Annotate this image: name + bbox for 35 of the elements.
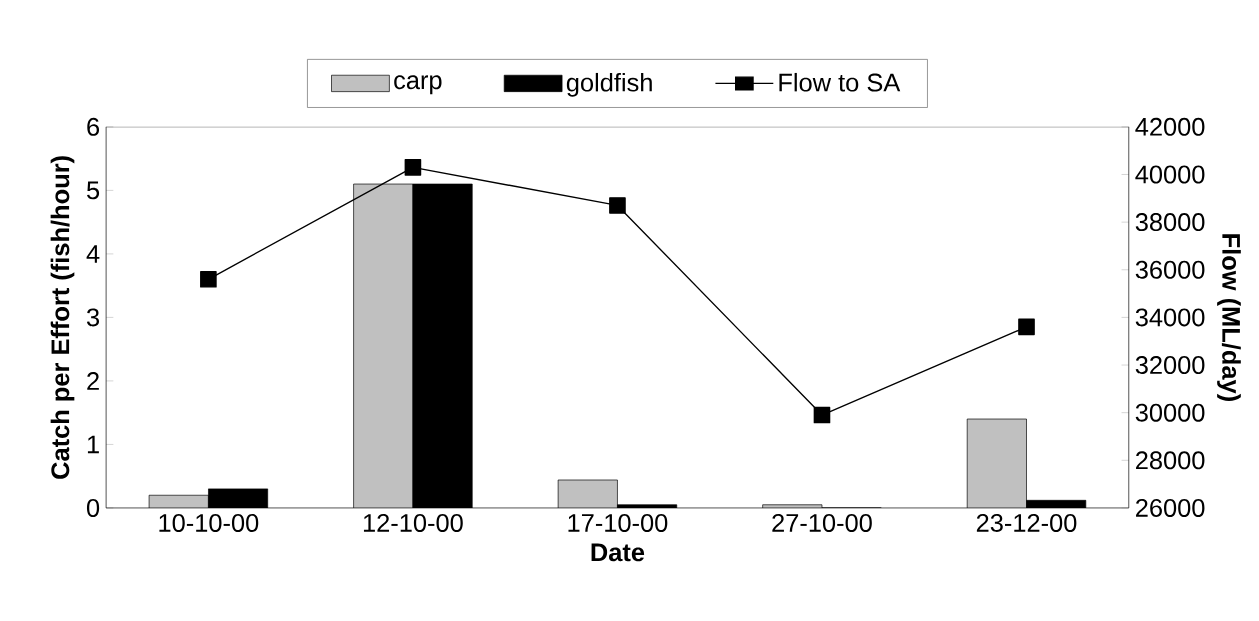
bar [558, 479, 618, 508]
y2-tick-label: 26000 [1136, 498, 1205, 517]
y-tick-label: 4 [86, 245, 100, 263]
y-tick-label: 3 [86, 308, 100, 327]
x-tick-label: 10-10-00 [159, 513, 259, 532]
y2-tick-label: 40000 [1135, 165, 1205, 184]
y2-tick-label: 32000 [1135, 355, 1205, 374]
y-tick-label: 5 [87, 181, 100, 200]
point [813, 406, 831, 424]
y-tick-label: 6 [87, 117, 100, 136]
y2-axis-title: Flow (ML/day) [1217, 234, 1241, 401]
legend-label: carp [394, 75, 442, 95]
y2-tick-label: 38000 [1135, 212, 1205, 231]
x-tick-label: 27-10-00 [772, 513, 872, 532]
y-tick-label: 2 [87, 371, 99, 390]
bar [353, 183, 413, 508]
point [609, 197, 626, 214]
y2-tick-label: 28000 [1136, 451, 1205, 470]
x-tick-label: 12-10-00 [363, 513, 463, 532]
legend-label: Flow to SA [779, 72, 901, 92]
legend-label: goldfish [566, 72, 652, 97]
x-tick-label: 23-12-00 [976, 513, 1077, 532]
x-tick-label: 17-10-00 [568, 513, 668, 532]
y-axis-title: Catch per Effort (fish/hour) [50, 156, 75, 479]
y2-tick-label: 30000 [1135, 403, 1205, 422]
y2-tick-label: 36000 [1135, 260, 1205, 279]
y2-tick-label: 42000 [1135, 117, 1205, 136]
y-tick-label: 1 [87, 435, 99, 454]
point [1018, 318, 1035, 336]
bar [966, 418, 1027, 508]
y2-tick-label: 34000 [1135, 308, 1205, 327]
y-tick-label: 0 [86, 498, 100, 517]
point [200, 270, 217, 288]
point [404, 158, 422, 176]
x-axis-title: Date [591, 543, 645, 562]
